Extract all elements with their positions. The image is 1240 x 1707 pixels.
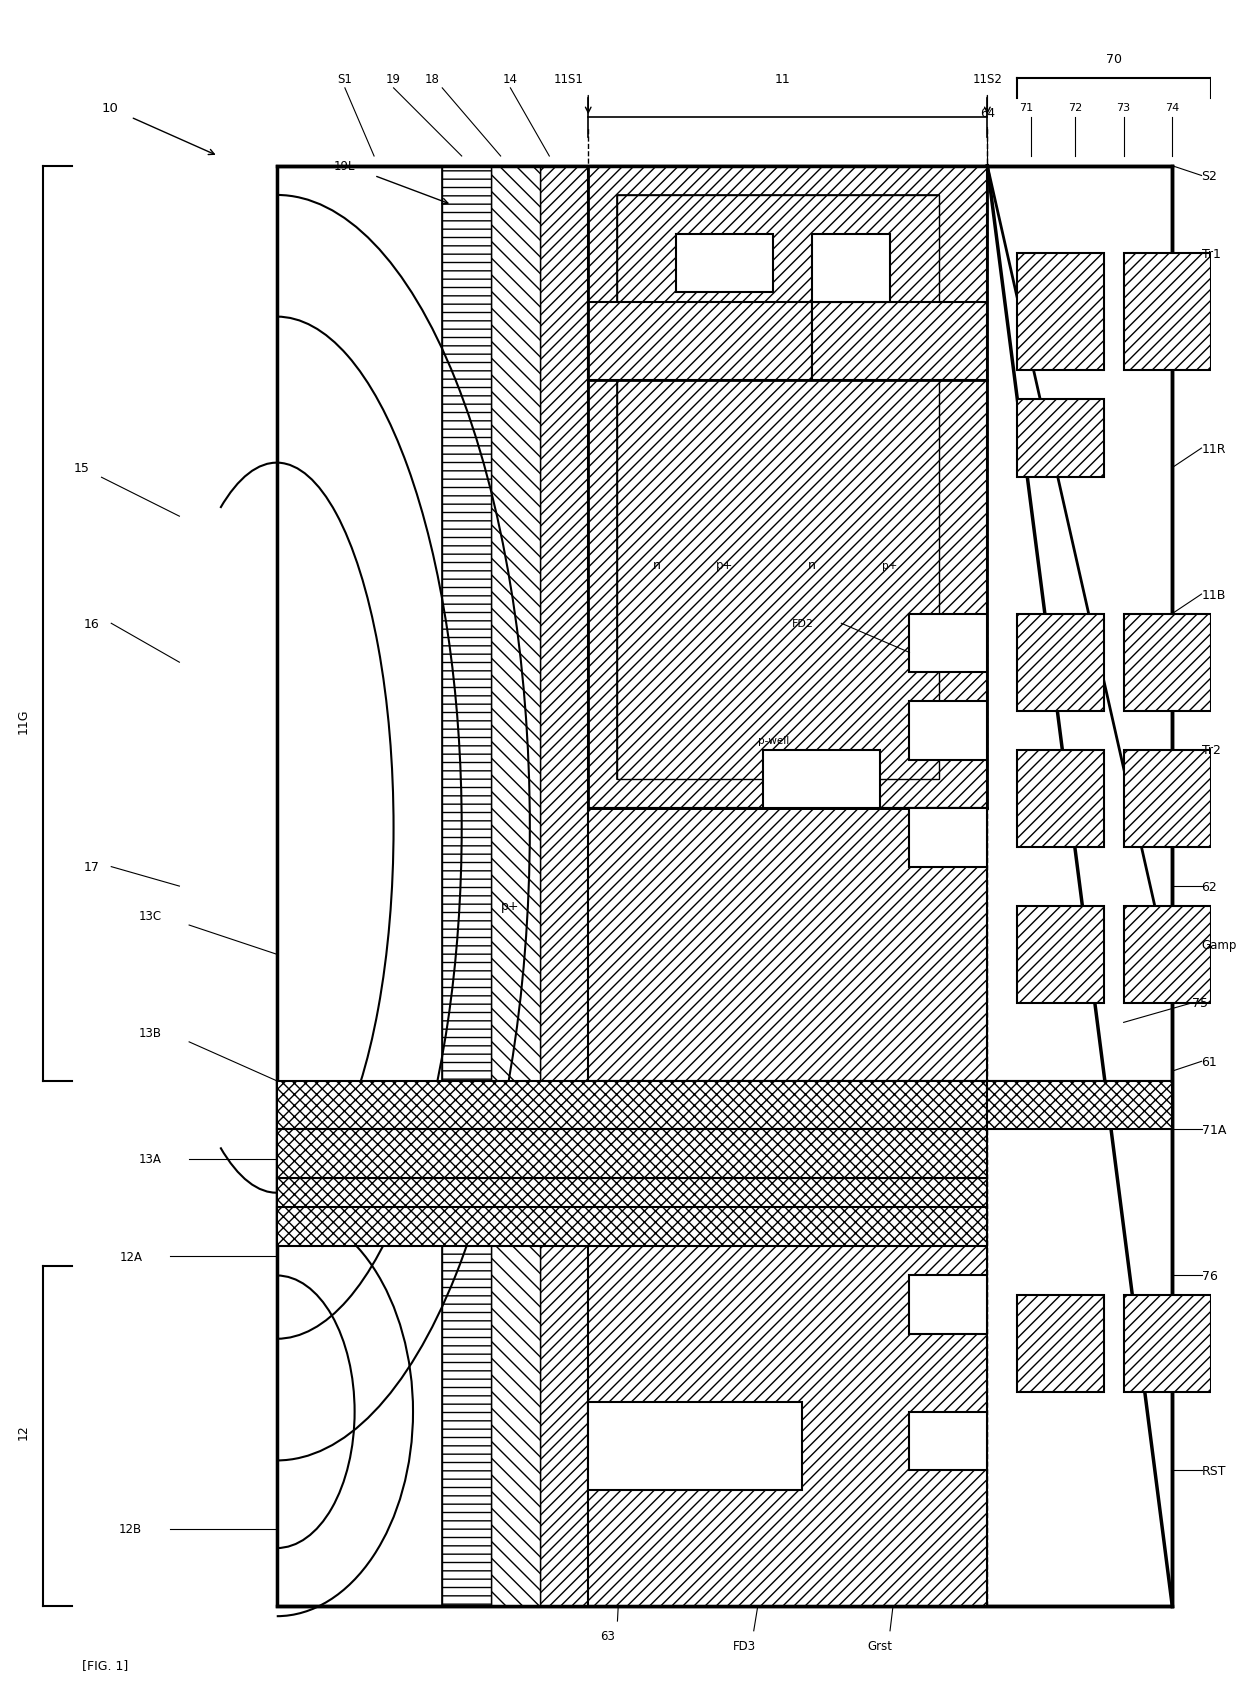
Text: Gamp: Gamp (1202, 939, 1236, 951)
Text: [FIG. 1]: [FIG. 1] (82, 1659, 128, 1671)
Bar (764, 751, 880, 809)
Bar (909, 1275, 987, 1335)
Text: Grst: Grst (868, 1639, 893, 1652)
Bar (909, 809, 987, 867)
Text: 13B: 13B (139, 1026, 161, 1040)
Text: 70: 70 (1106, 53, 1122, 67)
Text: p+: p+ (501, 900, 520, 913)
Text: n+: n+ (941, 725, 956, 736)
Bar (618, 196, 939, 780)
Text: 61: 61 (1202, 1055, 1218, 1069)
Bar (1017, 615, 1104, 712)
Bar (1017, 254, 1104, 370)
Text: 18: 18 (425, 73, 440, 85)
Text: n+: n+ (941, 638, 956, 649)
Text: 11: 11 (775, 73, 791, 85)
Bar (443, 167, 491, 1606)
Text: n+: n+ (941, 833, 956, 843)
Bar (1123, 1296, 1211, 1393)
Bar (676, 236, 774, 294)
Text: 71A: 71A (1202, 1123, 1226, 1137)
Text: 71: 71 (1019, 102, 1033, 113)
Bar (1123, 906, 1211, 1004)
Text: 11G: 11G (17, 708, 30, 734)
Bar (909, 615, 987, 673)
Text: 64: 64 (980, 106, 994, 119)
Bar (277, 1130, 987, 1178)
Text: 19L: 19L (334, 160, 356, 172)
Text: p+: p+ (657, 1439, 676, 1453)
Bar (909, 1412, 987, 1470)
Bar (812, 302, 987, 381)
Text: 11S1: 11S1 (554, 73, 584, 85)
Bar (277, 167, 1172, 1606)
Text: 11B: 11B (1202, 589, 1226, 601)
Bar (812, 236, 890, 302)
Text: 12B: 12B (119, 1523, 143, 1535)
Bar (588, 809, 987, 1081)
Text: 12A: 12A (119, 1250, 143, 1263)
Bar (618, 196, 939, 780)
Text: p+: p+ (883, 560, 898, 570)
Text: 19: 19 (386, 73, 401, 85)
Bar (1017, 1296, 1104, 1393)
Text: n+: n+ (941, 1436, 956, 1446)
Bar (1017, 751, 1104, 848)
Text: Tr2: Tr2 (1202, 744, 1220, 756)
Text: p+: p+ (715, 558, 733, 572)
Text: 11R: 11R (1202, 442, 1226, 456)
Text: n: n (808, 558, 816, 572)
Text: 13C: 13C (139, 910, 161, 922)
Text: RST: RST (1202, 1465, 1226, 1477)
Bar (1123, 615, 1211, 712)
Bar (277, 1081, 987, 1130)
Bar (987, 1081, 1172, 1130)
Text: n+: n+ (941, 1301, 956, 1309)
Text: 17: 17 (84, 860, 99, 874)
Text: 12: 12 (17, 1424, 30, 1439)
Bar (539, 167, 588, 1606)
Text: n: n (652, 558, 661, 572)
Text: 75: 75 (1192, 997, 1208, 1011)
Text: S1: S1 (337, 73, 352, 85)
Bar (1017, 399, 1104, 478)
Bar (588, 167, 987, 809)
Text: 76: 76 (1202, 1270, 1218, 1282)
Bar (491, 167, 539, 1606)
Bar (588, 302, 812, 381)
Bar (588, 1238, 987, 1606)
Text: 13A: 13A (139, 1152, 161, 1166)
Text: 62: 62 (1202, 881, 1218, 893)
Text: 15: 15 (74, 461, 91, 475)
Text: n+: n+ (843, 265, 859, 273)
Text: FD2: FD2 (791, 620, 813, 628)
Text: FD1: FD1 (713, 259, 735, 270)
Text: 10: 10 (102, 102, 118, 114)
Text: S2: S2 (1202, 171, 1218, 183)
Bar (1123, 751, 1211, 848)
Text: p-well: p-well (758, 736, 789, 746)
Text: FD3: FD3 (733, 1639, 755, 1652)
Bar (1017, 906, 1104, 1004)
Bar (1123, 254, 1211, 370)
Text: 74: 74 (1166, 102, 1179, 113)
Text: Tr1: Tr1 (1202, 248, 1220, 261)
Text: 11S2: 11S2 (972, 73, 1002, 85)
Bar (588, 167, 987, 809)
Text: AMP: AMP (810, 775, 833, 785)
Bar (277, 1207, 987, 1246)
Text: 63: 63 (600, 1628, 615, 1642)
Text: 16: 16 (84, 618, 99, 630)
Bar (909, 702, 987, 760)
Bar (588, 1401, 802, 1490)
Text: 73: 73 (1116, 102, 1131, 113)
Bar (277, 1178, 987, 1227)
Text: 72: 72 (1068, 102, 1083, 113)
Text: 14: 14 (503, 73, 518, 85)
